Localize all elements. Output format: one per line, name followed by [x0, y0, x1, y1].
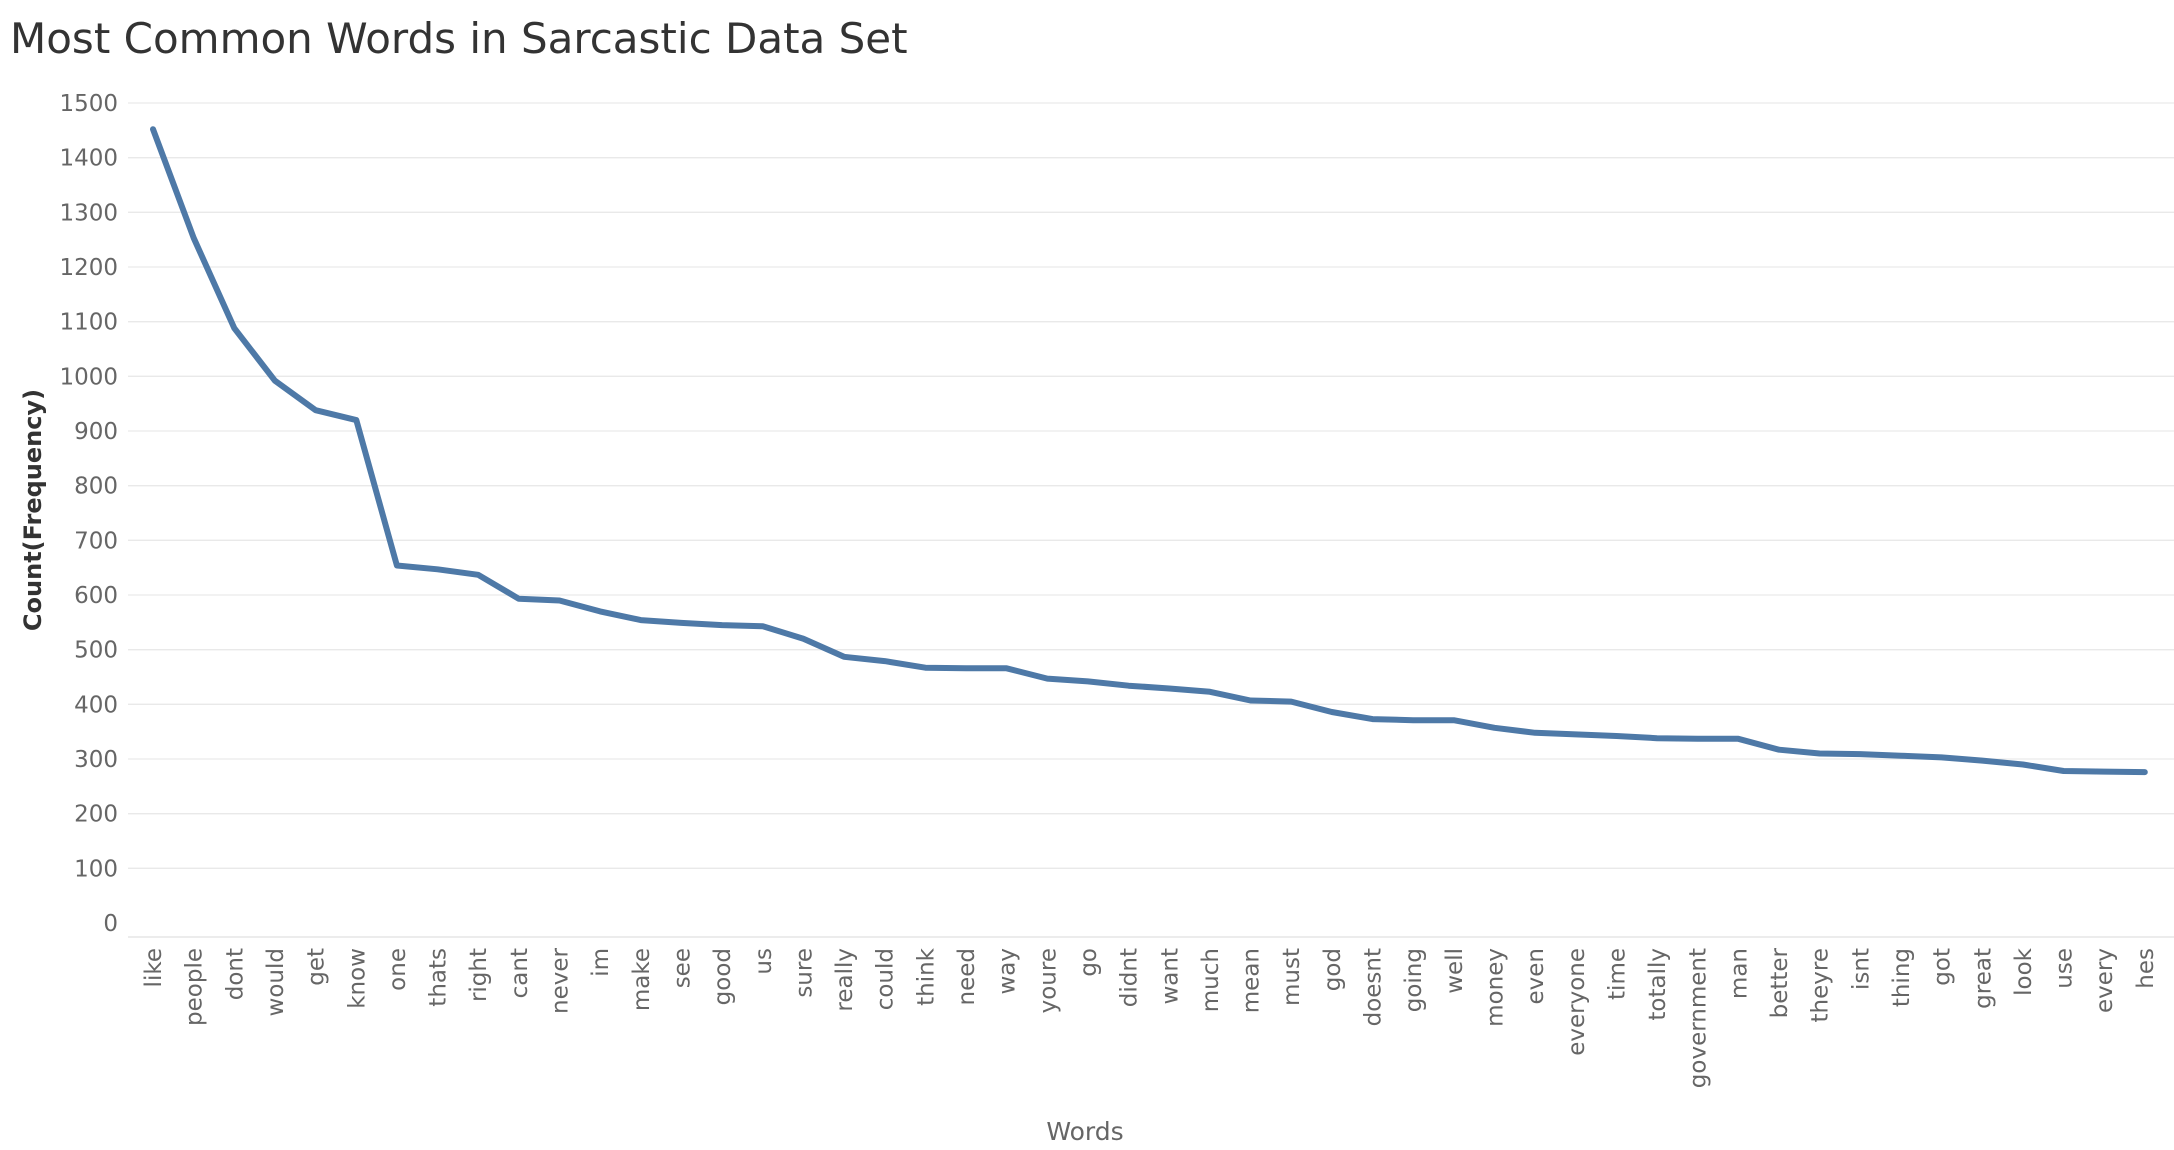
x-tick-label: us	[751, 948, 777, 975]
x-tick-label: must	[1279, 948, 1305, 1006]
x-tick-label: totally	[1645, 948, 1671, 1021]
x-tick-label: never	[548, 947, 574, 1013]
x-tick-label: would	[263, 948, 289, 1016]
x-tick-label: money	[1482, 948, 1508, 1027]
x-tick-label: everyone	[1564, 948, 1590, 1056]
x-tick-label: like	[141, 948, 167, 987]
chart-title: Most Common Words in Sarcastic Data Set	[10, 14, 908, 63]
y-tick-label: 400	[74, 692, 118, 718]
x-axis-label: Words	[1046, 1117, 1123, 1146]
x-tick-label: thing	[1889, 948, 1915, 1007]
x-tick-label: hes	[2133, 948, 2159, 989]
x-tick-label: right	[466, 948, 492, 1002]
x-tick-label: use	[2052, 948, 2078, 989]
x-tick-label: youre	[1035, 948, 1061, 1013]
x-tick-label: sure	[791, 948, 817, 998]
y-tick-label: 1300	[59, 200, 118, 226]
y-tick-label: 200	[74, 802, 118, 828]
x-tick-label: really	[832, 948, 858, 1012]
x-tick-label: look	[2011, 947, 2037, 996]
x-tick-label: go	[1076, 948, 1102, 977]
y-axis-ticks: 0 100 200 300 400 500 600 700 800 900 1000 1100 1200…	[59, 91, 118, 937]
x-tick-label: isnt	[1848, 948, 1874, 990]
y-tick-label: 1100	[59, 310, 118, 336]
x-tick-label: mean	[1239, 948, 1265, 1013]
x-tick-label: get	[304, 948, 330, 986]
x-tick-label: time	[1604, 948, 1630, 1000]
x-tick-label: government	[1686, 948, 1712, 1088]
x-tick-label: one	[385, 948, 411, 991]
x-tick-label: better	[1767, 947, 1793, 1018]
series-line	[150, 126, 2148, 776]
y-tick-label: 700	[74, 528, 118, 554]
x-tick-label: know	[344, 948, 370, 1009]
y-tick-label: 900	[74, 419, 118, 445]
x-tick-label: see	[669, 948, 695, 988]
x-tick-label: want	[1157, 948, 1183, 1005]
x-tick-label: doesnt	[1361, 948, 1387, 1026]
x-tick-label: need	[954, 948, 980, 1005]
x-tick-label: even	[1523, 948, 1549, 1005]
x-tick-label: good	[710, 948, 736, 1005]
x-tick-label: great	[1970, 948, 1996, 1009]
y-tick-label: 800	[74, 474, 118, 500]
x-tick-label: going	[1401, 948, 1427, 1012]
y-tick-label: 1500	[59, 91, 118, 117]
x-tick-label: god	[1320, 948, 1346, 991]
gridlines	[128, 102, 2174, 869]
x-tick-label: make	[629, 948, 655, 1011]
x-tick-label: im	[588, 948, 614, 977]
y-tick-label: 600	[74, 583, 118, 609]
x-tick-label: got	[1930, 948, 1956, 986]
x-tick-label: cant	[507, 948, 533, 998]
y-tick-label: 300	[74, 747, 118, 773]
x-tick-label: way	[995, 948, 1021, 995]
x-tick-label: could	[873, 948, 899, 1010]
y-tick-label: 1200	[59, 255, 118, 281]
y-tick-label: 500	[74, 638, 118, 664]
y-axis-label: Count(Frequency)	[19, 389, 47, 631]
x-tick-label: dont	[222, 948, 248, 1000]
x-tick-label: thats	[426, 948, 452, 1007]
x-tick-label: much	[1198, 948, 1224, 1012]
x-tick-label: well	[1442, 948, 1468, 994]
x-tick-label: think	[913, 947, 939, 1006]
x-tick-label: theyre	[1808, 948, 1834, 1022]
x-tick-label: didnt	[1117, 948, 1143, 1007]
x-tick-label: people	[182, 948, 208, 1026]
x-tick-label: every	[2092, 948, 2118, 1013]
x-axis-ticks: like people dont would get know one thats right c…	[141, 947, 2159, 1088]
x-tick-label: man	[1726, 948, 1752, 999]
y-tick-label: 0	[103, 911, 118, 937]
y-tick-label: 1400	[59, 146, 118, 172]
y-tick-label: 100	[74, 856, 118, 882]
y-tick-label: 1000	[59, 364, 118, 390]
